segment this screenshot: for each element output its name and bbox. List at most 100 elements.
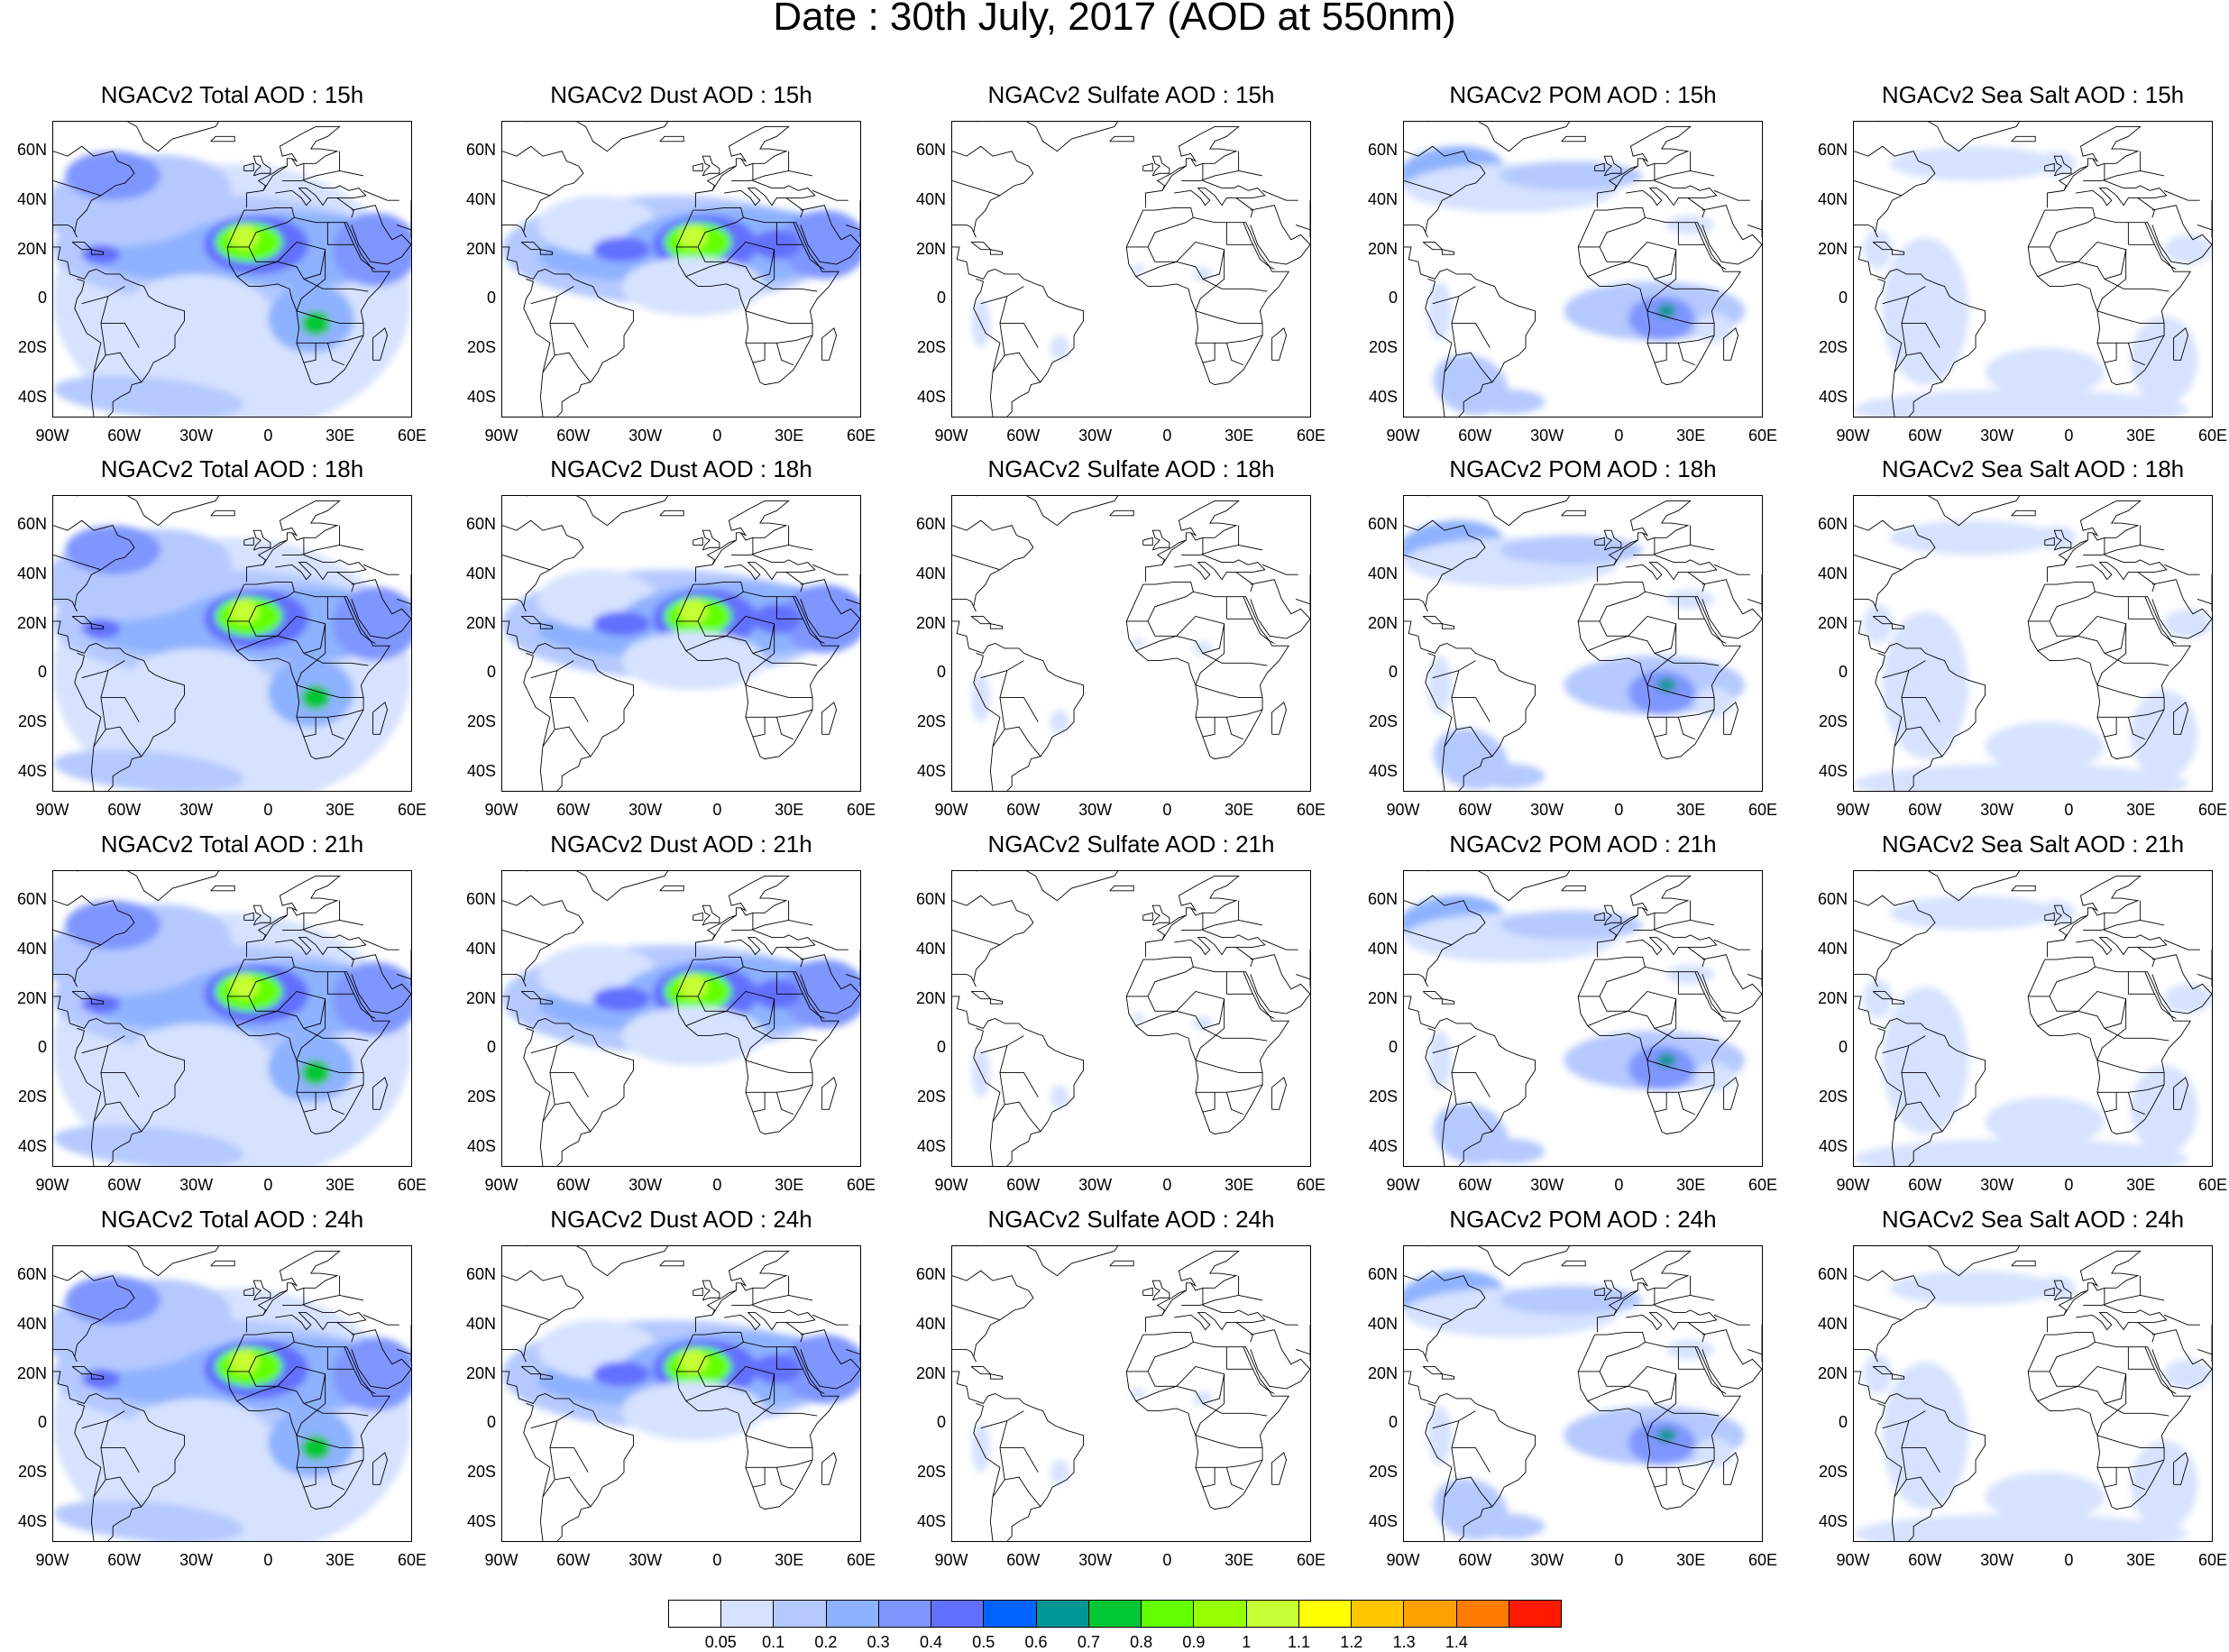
lat-tick-label: 20S: [17, 712, 47, 731]
coastline: [694, 500, 790, 583]
lon-tick-label: 30E: [775, 1551, 804, 1569]
coastline: [989, 998, 1004, 1005]
lat-tick-label: 40S: [17, 762, 47, 781]
lat-tick-label: 0: [936, 1413, 946, 1432]
colorbar-box: [1142, 1601, 1195, 1627]
lon-tick-label: 90W: [934, 801, 968, 819]
lat-tick-label: 20N: [915, 988, 946, 1007]
coastline: [542, 1104, 555, 1123]
coastline: [1135, 1010, 1177, 1027]
lat-tick-label: 60N: [16, 1264, 47, 1283]
coastline: [2144, 971, 2177, 1019]
coastline: [1135, 1385, 1177, 1402]
coastline: [1713, 939, 1750, 950]
coastline: [1596, 500, 1692, 583]
coastline: [1702, 1329, 1734, 1350]
coastline: [694, 126, 790, 208]
coastline: [1594, 537, 1605, 546]
coastline: [2037, 1385, 2078, 1402]
coastline: [245, 500, 341, 583]
coastline: [952, 895, 1034, 987]
coastline: [1404, 1304, 1453, 1321]
coastline: [1854, 1371, 1986, 1541]
coastline: [745, 310, 813, 324]
coastline: [976, 496, 1119, 527]
coastline: [1694, 1346, 1727, 1394]
coastline: [1126, 1371, 1268, 1417]
coastline: [372, 327, 389, 361]
colorbar-label: 0.9: [1182, 1633, 1206, 1651]
aod-field: [1854, 520, 2212, 791]
colorbar-box: [669, 1601, 722, 1627]
lon-tick-label: 0: [1614, 801, 1624, 819]
colorbar-box: [721, 1601, 775, 1627]
panel-title: NGACv2 Total AOD : 18h: [100, 455, 364, 482]
lat-tick-label: 20N: [1817, 239, 1848, 258]
coastline: [693, 162, 703, 171]
lon-tick-label: 90W: [484, 1551, 518, 1569]
lat-tick-label: 40S: [916, 388, 946, 407]
lat-tick-label: 0: [486, 1413, 496, 1432]
aod-field: [53, 525, 411, 791]
lat-tick-label: 20N: [1367, 239, 1398, 258]
aod-plume: [1656, 1052, 1676, 1068]
coastline: [1747, 224, 1762, 231]
coastline: [1202, 1288, 1234, 1313]
coastline: [702, 1280, 720, 1301]
coastline: [1404, 1270, 1486, 1363]
coastline: [1723, 1077, 1739, 1110]
coastline: [1702, 954, 1734, 975]
coastline: [1894, 1104, 1907, 1123]
coastline: [53, 895, 135, 987]
coastline: [752, 1288, 784, 1313]
lat-tick-label: 20N: [1367, 988, 1398, 1007]
coastline: [1425, 1403, 1453, 1541]
coastline: [2046, 500, 2142, 583]
coastline: [1144, 1251, 1240, 1333]
coastline: [1422, 1366, 1444, 1375]
lat-tick-label: 0: [1838, 1413, 1848, 1432]
coastline: [77, 1246, 220, 1277]
coastline: [1694, 596, 1727, 644]
lon-tick-label: 30W: [1078, 1176, 1113, 1194]
coastline: [952, 246, 1085, 417]
coastline: [711, 165, 737, 191]
coastline: [1126, 246, 1268, 292]
coastline: [243, 162, 254, 171]
coastline: [1882, 670, 1910, 679]
coastline: [1451, 322, 1491, 348]
coastline: [1147, 1341, 1194, 1372]
coastline: [351, 1329, 383, 1350]
lat-tick-label: 0: [936, 289, 946, 307]
coastline: [659, 1260, 684, 1267]
aod-plume: [1628, 670, 1695, 715]
coastline: [1225, 717, 1244, 740]
coastline: [396, 1348, 411, 1355]
coastline: [549, 1410, 592, 1508]
lat-tick-label: 60N: [16, 514, 47, 533]
coastline: [74, 279, 102, 417]
lon-tick-label: 90W: [484, 427, 518, 445]
coastline: [1174, 1312, 1254, 1343]
coastline: [784, 934, 816, 948]
coastline: [702, 529, 720, 551]
coastline: [1404, 1371, 1536, 1541]
colorbar-box: [1036, 1601, 1089, 1627]
lon-tick-label: 30W: [1078, 427, 1113, 445]
aod-plume: [2131, 690, 2198, 779]
lon-tick-label: 60E: [1747, 801, 1778, 819]
coastline: [2011, 135, 2036, 142]
coastline: [973, 1028, 1001, 1166]
coastline: [1891, 623, 1905, 629]
coastline: [1654, 623, 1677, 654]
coastline: [530, 670, 558, 679]
coastline: [396, 224, 411, 231]
lat-tick-label: 60N: [465, 1264, 496, 1283]
lon-tick-label: 0: [1614, 1551, 1624, 1569]
aod-plume: [229, 1349, 259, 1374]
coastline: [724, 562, 804, 592]
coastline: [277, 615, 326, 685]
lat-tick-label: 40S: [1818, 762, 1848, 781]
coastline: [2083, 170, 2165, 181]
aod-plume: [1666, 215, 1715, 235]
